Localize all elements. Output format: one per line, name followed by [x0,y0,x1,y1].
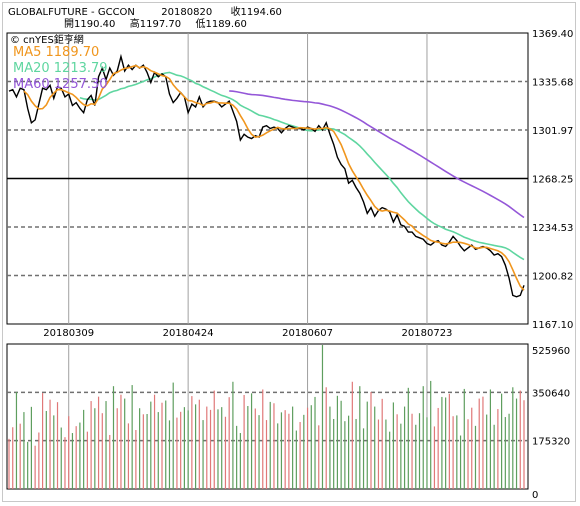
ma5-line [23,64,525,291]
price-y-tick-label: 1268.25 [532,175,573,186]
price-series [8,53,525,298]
volume-y-ticks: 525960 350640 175320 0 [532,346,570,501]
price-y-ticks: 1369.40 1335.68 1301.97 1268.25 1234.53 1200.… [532,29,573,331]
price-y-tick-label: 1301.97 [532,126,573,137]
legend-ma20: MA20 1213.79 [13,61,108,76]
open-label: 開1190.40 [64,19,116,30]
header-line-1: GLOBALFUTURE - GCCON 20180820 收1194.60 [8,7,282,18]
price-y-tick-label: 1200.82 [532,271,573,282]
price-y-tick-label: 1234.53 [532,223,573,234]
ma20-line [79,71,525,261]
price-y-tick-label: 1369.40 [532,29,573,40]
volume-y-tick-label: 350640 [532,388,570,399]
legend-ma5: MA5 1189.70 [13,45,99,60]
volume-y-tick-label: 525960 [532,346,570,357]
low-label: 低1189.60 [195,19,247,30]
price-y-tick-label: 1335.68 [532,78,573,89]
volume-y-tick-label: 175320 [532,437,570,448]
chart-frame [2,2,576,502]
price-line [8,53,525,298]
date-x-ticks: 20180309 20180424 20180607 20180723 [43,328,452,339]
date-label: 20180820 [161,7,213,18]
close-label: 收1194.60 [230,7,282,18]
date-tick-label: 20180309 [43,328,94,339]
ma60-line [229,90,525,219]
date-tick-label: 20180424 [163,328,214,339]
price-y-tick-label: 1167.10 [532,320,573,331]
date-tick-label: 20180607 [282,328,333,339]
watermark-text: © cnYES鉅亨網 [10,33,84,46]
date-tick-label: 20180723 [402,328,453,339]
volume-y-tick-label: 0 [532,490,538,501]
volume-bars [8,345,525,489]
header-line-2: 開1190.40 高1197.70 低1189.60 [64,19,247,30]
volume-plot-border [6,343,529,490]
high-label: 高1197.70 [129,19,182,30]
legend-ma60: MA60 1257.30 [13,77,108,92]
symbol-label: GLOBALFUTURE - GCCON [8,7,135,18]
